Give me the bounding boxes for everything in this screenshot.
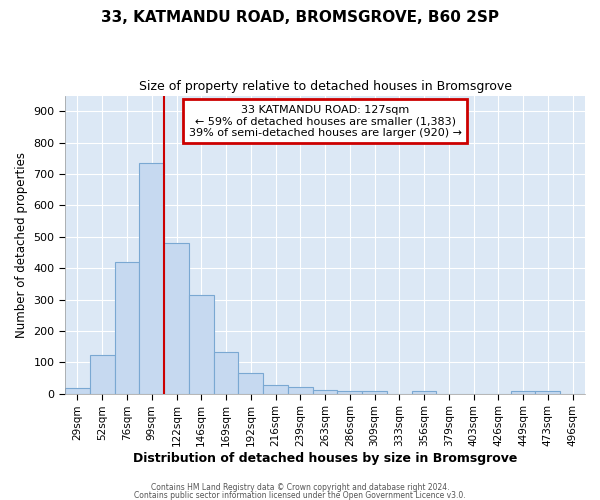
Bar: [65, 388, 90, 394]
Bar: [288, 387, 313, 394]
Text: 33 KATMANDU ROAD: 127sqm
← 59% of detached houses are smaller (1,383)
39% of sem: 33 KATMANDU ROAD: 127sqm ← 59% of detach…: [188, 104, 461, 138]
Bar: [337, 392, 362, 394]
Bar: [535, 392, 560, 394]
Text: Contains HM Land Registry data © Crown copyright and database right 2024.: Contains HM Land Registry data © Crown c…: [151, 484, 449, 492]
Text: 33, KATMANDU ROAD, BROMSGROVE, B60 2SP: 33, KATMANDU ROAD, BROMSGROVE, B60 2SP: [101, 10, 499, 25]
Title: Size of property relative to detached houses in Bromsgrove: Size of property relative to detached ho…: [139, 80, 512, 93]
Bar: [238, 372, 263, 394]
Bar: [263, 385, 288, 394]
Bar: [412, 392, 436, 394]
Bar: [313, 390, 337, 394]
Bar: [115, 262, 139, 394]
Bar: [511, 392, 535, 394]
Text: Contains public sector information licensed under the Open Government Licence v3: Contains public sector information licen…: [134, 491, 466, 500]
Bar: [90, 354, 115, 394]
Bar: [139, 163, 164, 394]
X-axis label: Distribution of detached houses by size in Bromsgrove: Distribution of detached houses by size …: [133, 452, 517, 465]
Bar: [362, 392, 387, 394]
Bar: [214, 352, 238, 394]
Y-axis label: Number of detached properties: Number of detached properties: [15, 152, 28, 338]
Bar: [189, 295, 214, 394]
Bar: [164, 243, 189, 394]
